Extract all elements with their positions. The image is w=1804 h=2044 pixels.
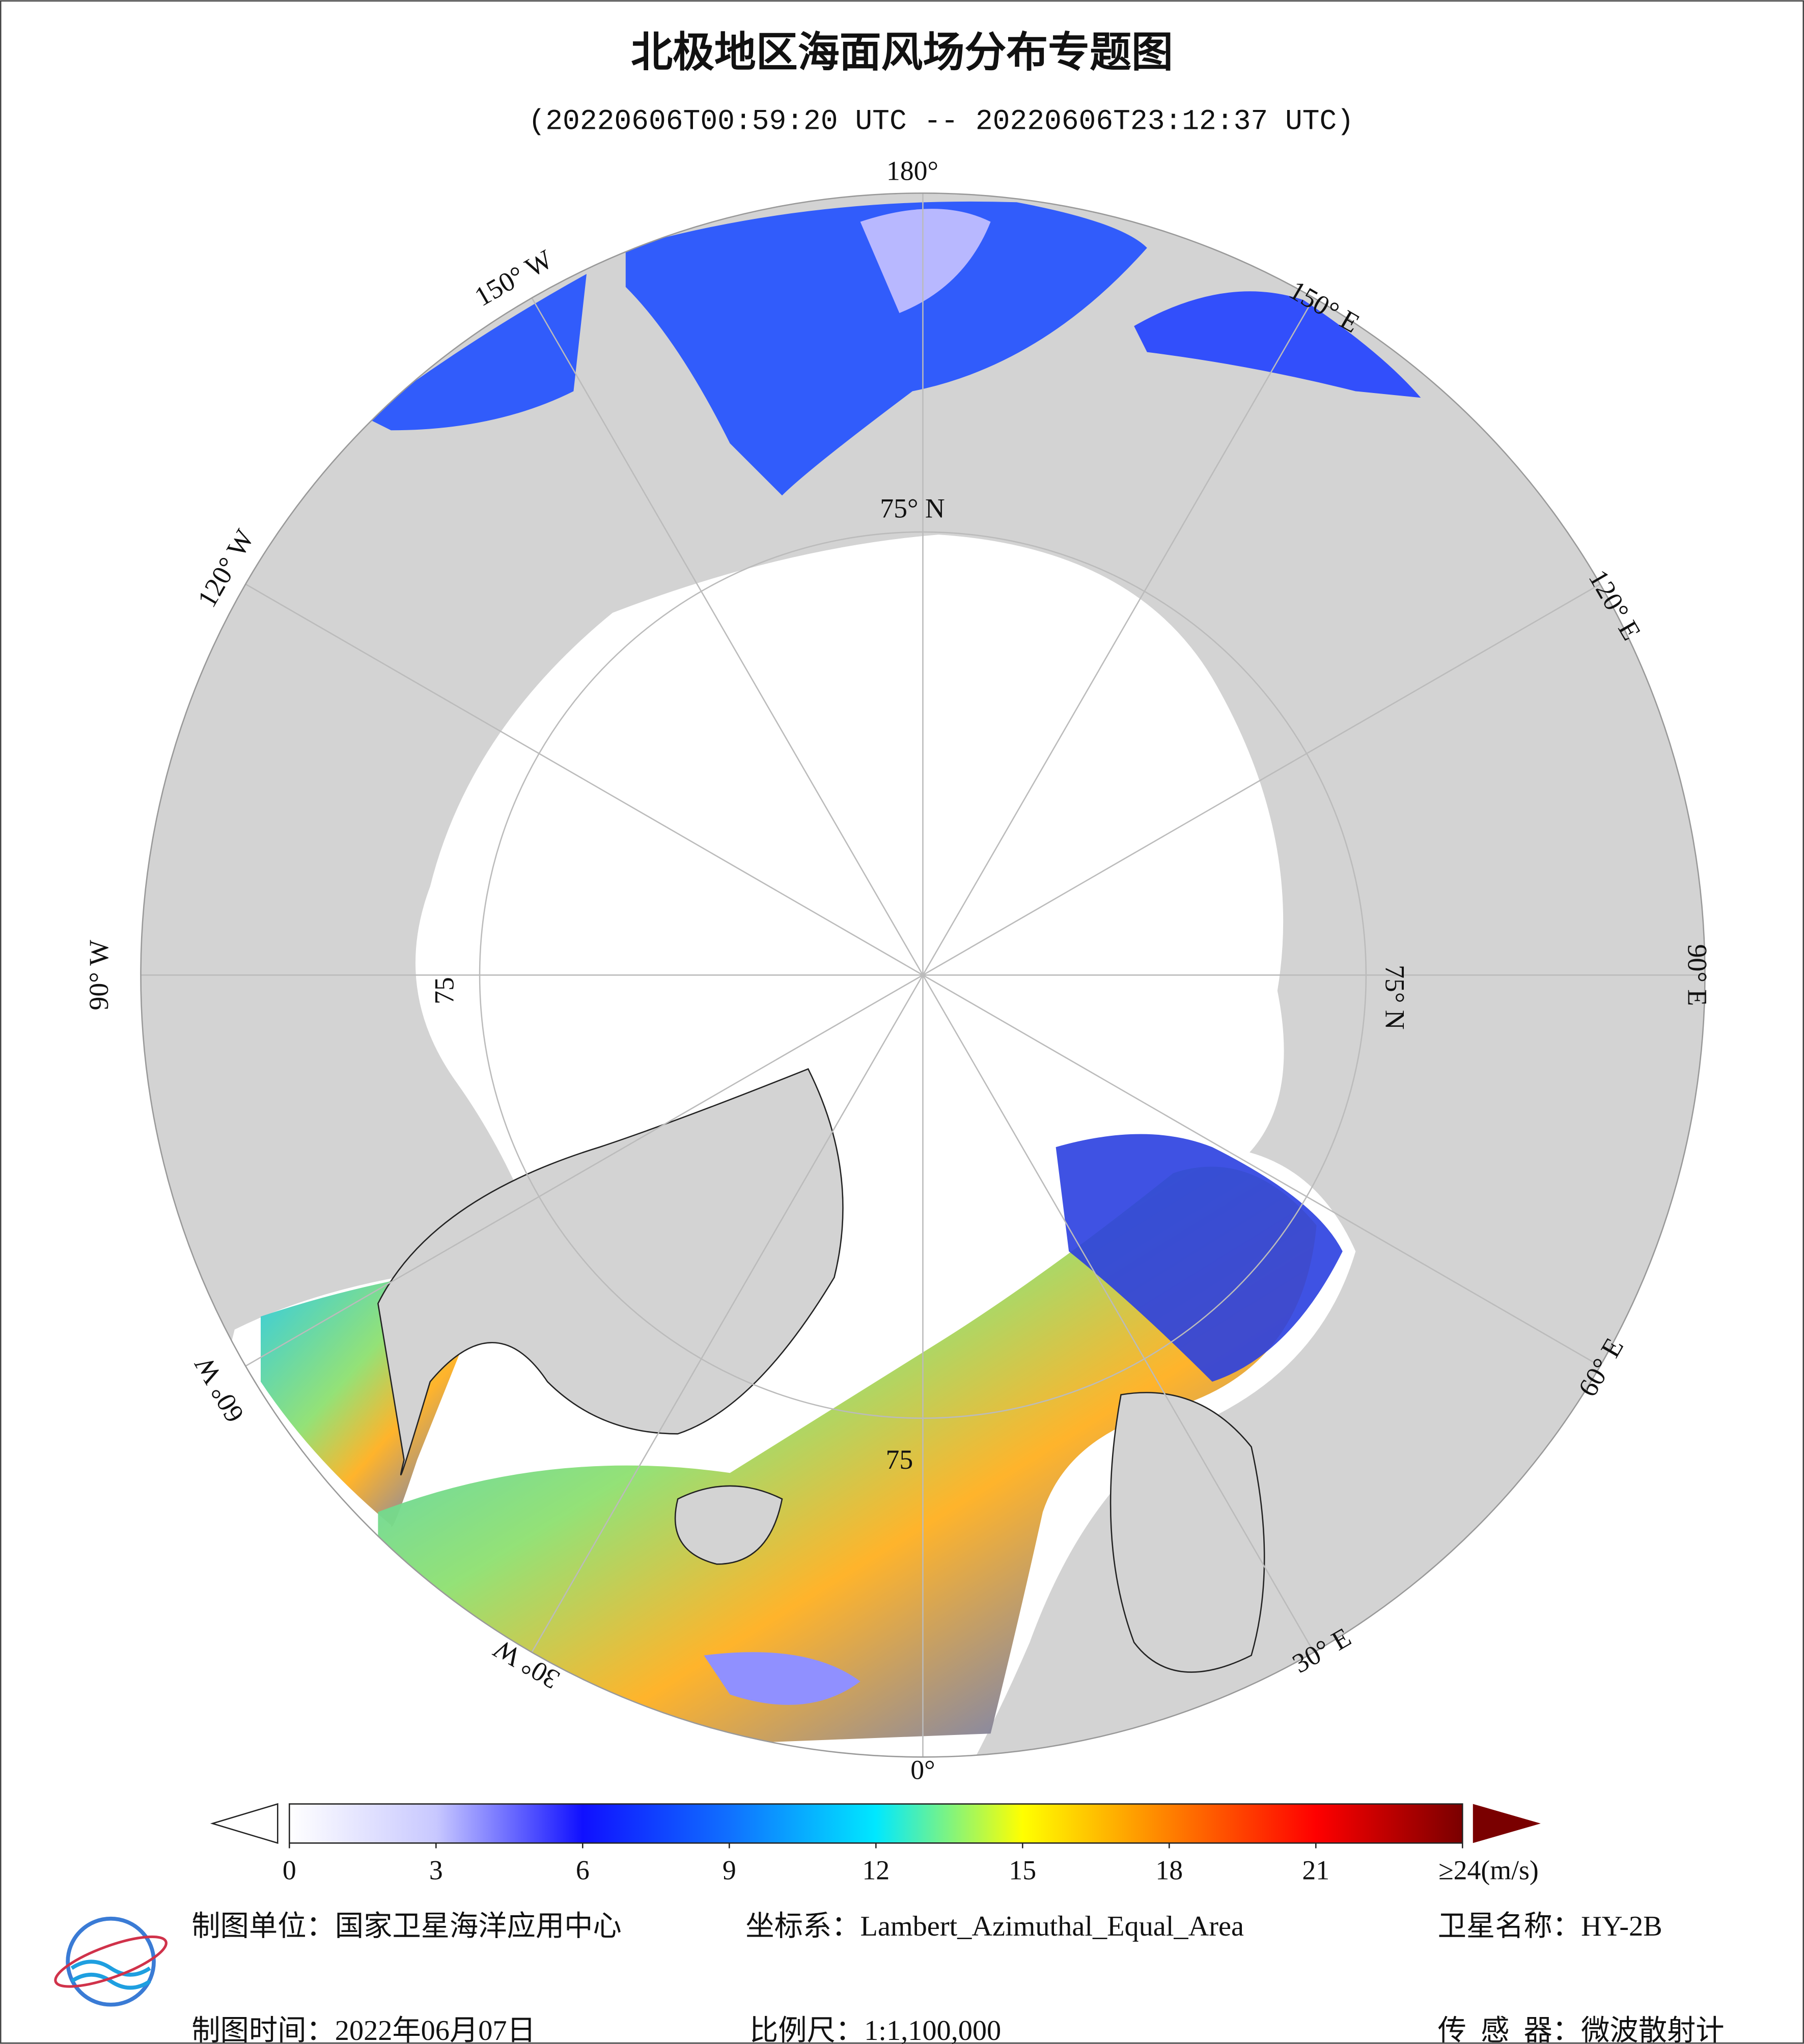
colorbar-tick-label: 0 (283, 1855, 296, 1885)
wind-barents (1056, 1134, 1343, 1382)
graticule (141, 193, 1705, 1757)
footer-scale: 比例尺：1:1,100,000 (750, 2015, 1001, 2044)
colorbar-tick-label: 12 (862, 1855, 890, 1885)
parallel-label: 75° N (1380, 965, 1410, 1030)
colorbar-min-arrow (210, 1803, 279, 1844)
meridian-line (922, 583, 1601, 976)
footer-unit: 制图单位：国家卫星海洋应用中心 (191, 1911, 621, 1942)
parallel-labels: 75° N 75° N 75 75 (429, 493, 1410, 1475)
logo (54, 1916, 168, 2007)
footer-date: 制图时间：2022年06月07日 (191, 2015, 536, 2044)
colorbar-tick-label: 21 (1302, 1855, 1329, 1885)
colorbar-tick-label: 9 (723, 1855, 736, 1885)
parallel-75n (479, 531, 1367, 1419)
meridian-line (245, 583, 924, 976)
meridian-label: 90° E (1682, 944, 1713, 1006)
parallel-label: 75 (429, 977, 459, 1004)
meridian-label: 90° W (84, 940, 114, 1011)
map (141, 193, 1705, 1757)
colorbar-bar (289, 1803, 1463, 1844)
footer: 制图单位：国家卫星海洋应用中心 坐标系：Lambert_Azimuthal_Eq… (191, 1911, 1724, 2044)
colorbar-tick-label: 3 (429, 1855, 443, 1885)
map-border (140, 192, 1706, 1758)
wind-calm-south (704, 1652, 861, 1705)
wind-alaska (365, 274, 587, 431)
meridian-line (922, 974, 1601, 1367)
scandinavia (1109, 1392, 1265, 1673)
meridian-label: 180° (886, 155, 938, 186)
colorbar-max-arrow (1473, 1804, 1541, 1843)
subtitle: (20220606T00:59:20 UTC -- 20220606T23:12… (528, 105, 1354, 137)
footer-coord: 坐标系：Lambert_Azimuthal_Equal_Area (745, 1911, 1244, 1942)
colorbar-tick-label: 6 (576, 1855, 590, 1885)
meridian-label: 0° (910, 1754, 935, 1785)
footer-sensor: 传 感 器：微波散射计 (1438, 2015, 1725, 2044)
meridian-line (245, 974, 924, 1367)
parallel-label: 75° N (880, 493, 945, 523)
iceland (674, 1485, 783, 1565)
colorbar-tick-label: 18 (1155, 1855, 1183, 1885)
wind-calm (860, 209, 991, 313)
colorbar-tick-label: ≥24(m/s) (1438, 1855, 1539, 1885)
meridian-line (922, 974, 1315, 1653)
wind-pacific (625, 201, 1147, 496)
colorbar: 0 3 6 9 12 15 18 21 ≥24(m/s) (210, 1803, 1541, 1885)
greenland (377, 1068, 844, 1476)
title: 北极地区海面风场分布专题图 (631, 28, 1173, 76)
meridian-line (922, 297, 1315, 975)
meridian-line (531, 974, 924, 1653)
parallel-label: 75 (886, 1444, 913, 1475)
wind-atlantic (378, 1166, 1317, 1747)
meridian-line (531, 297, 924, 975)
colorbar-tick-label: 15 (1009, 1855, 1036, 1885)
footer-satellite: 卫星名称：HY-2B (1438, 1911, 1662, 1942)
wind-okhotsk (1134, 291, 1421, 398)
